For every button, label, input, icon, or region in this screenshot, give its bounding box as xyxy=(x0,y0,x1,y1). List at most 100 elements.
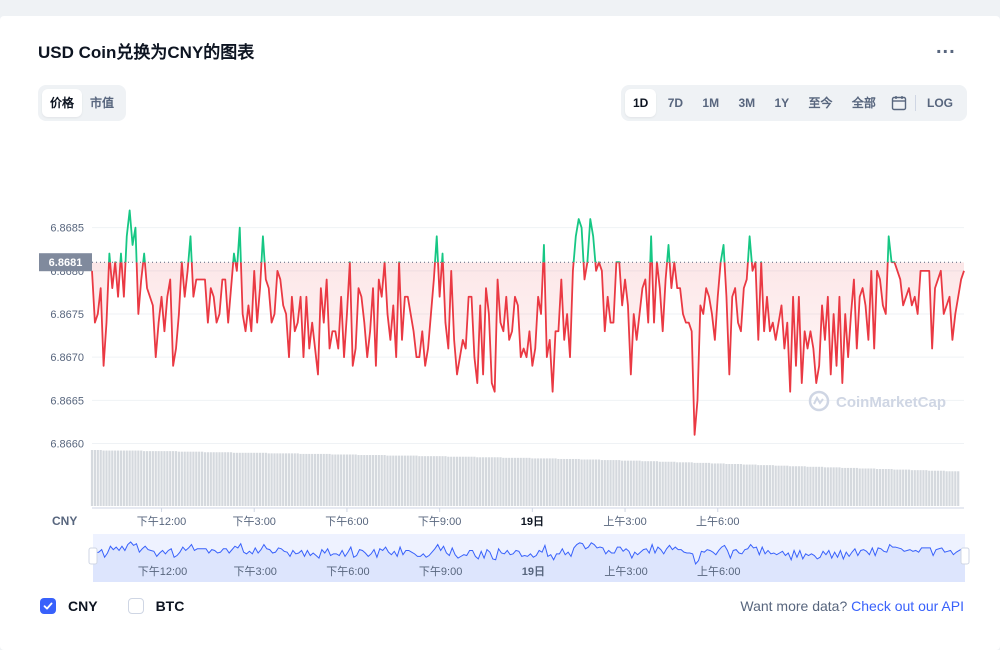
btc-checkbox[interactable] xyxy=(127,598,144,614)
volume-bar xyxy=(305,453,308,506)
volume-bar xyxy=(383,455,386,506)
baseline-marker: 6.8681 xyxy=(39,253,964,272)
volume-bar xyxy=(424,456,427,506)
volume-bar xyxy=(571,458,575,506)
volume-bar xyxy=(467,456,470,506)
volume-bar xyxy=(913,470,916,506)
volume-bar xyxy=(939,470,942,506)
volume-bar xyxy=(621,460,624,506)
volume-bar xyxy=(832,467,835,506)
volume-bar xyxy=(878,469,882,506)
volume-bar xyxy=(505,457,508,506)
volume-bar xyxy=(592,459,595,506)
volume-bar xyxy=(696,462,699,506)
volume-bar xyxy=(820,466,824,506)
volume-bar xyxy=(736,464,740,506)
volume-bar xyxy=(455,456,459,506)
volume-bar xyxy=(429,456,433,506)
calendar-icon[interactable] xyxy=(887,89,911,117)
volume-bar xyxy=(395,455,398,506)
volume-bar xyxy=(626,460,630,506)
tab-market-cap[interactable]: 市值 xyxy=(90,96,115,110)
volume-bar xyxy=(904,469,908,506)
navigator-tick-label: 19日 xyxy=(522,565,545,578)
volume-bar xyxy=(933,470,937,506)
volume-bar xyxy=(742,464,745,506)
more-data-text: Want more data? Check out our API xyxy=(740,598,964,614)
volume-bar xyxy=(458,456,462,506)
volume-bar xyxy=(768,465,772,506)
volume-bar xyxy=(748,464,751,506)
range-toggle: 1D 7D 1M 3M 1Y 至今 全部 LOG xyxy=(621,85,967,121)
volume-bar xyxy=(844,467,847,506)
volume-bar xyxy=(612,460,615,506)
volume-bar xyxy=(751,464,754,506)
range-1y[interactable]: 1Y xyxy=(774,96,790,110)
range-7d[interactable]: 7D xyxy=(667,96,684,110)
volume-bar xyxy=(432,456,435,506)
volume-bar xyxy=(258,452,262,506)
volume-bar xyxy=(867,468,870,506)
volume-bar xyxy=(852,467,856,506)
volume-bar xyxy=(676,462,679,506)
volume-bar xyxy=(635,460,638,506)
volume-bar xyxy=(563,458,566,506)
volume-bar xyxy=(160,451,163,506)
volume-bar xyxy=(554,458,557,506)
btc-legend-label: BTC xyxy=(155,598,185,614)
volume-bar xyxy=(186,451,189,506)
navigator-handle-right[interactable] xyxy=(960,547,970,565)
x-tick-label: 19日 xyxy=(521,515,544,528)
range-divider xyxy=(914,95,916,111)
volume-bar xyxy=(951,471,954,506)
range-all[interactable]: 全部 xyxy=(851,96,876,110)
volume-bar xyxy=(594,459,598,506)
x-tick-label: 下午3:00 xyxy=(233,515,276,528)
navigator-tick-label: 下午6:00 xyxy=(326,565,369,578)
volume-bar xyxy=(508,457,511,506)
volume-bar xyxy=(542,458,546,506)
more-dots-icon[interactable]: ... xyxy=(936,36,956,58)
volume-bar xyxy=(589,459,592,506)
volume-bar xyxy=(487,457,490,506)
volume-bar xyxy=(244,452,247,506)
range-navigator[interactable]: 下午12:00 下午3:00 下午6:00 下午9:00 19日 上午3:00 上午6:00 xyxy=(88,534,970,582)
volume-bar xyxy=(163,451,166,506)
range-3m[interactable]: 3M xyxy=(738,96,756,110)
volume-bar xyxy=(380,455,383,506)
log-toggle[interactable]: LOG xyxy=(926,96,953,110)
volume-bar xyxy=(209,452,212,506)
api-link[interactable]: Check out our API xyxy=(851,598,964,614)
navigator-tick-label: 下午12:00 xyxy=(138,565,188,578)
volume-bar xyxy=(256,452,259,506)
volume-bar xyxy=(603,460,606,506)
range-1d[interactable]: 1D xyxy=(625,89,657,117)
volume-bar xyxy=(658,461,661,506)
volume-bar xyxy=(539,458,543,506)
volume-bar xyxy=(829,467,832,506)
volume-bar xyxy=(360,455,363,506)
range-ytd[interactable]: 至今 xyxy=(808,96,833,110)
volume-bar xyxy=(421,456,424,506)
navigator-tick-label: 上午6:00 xyxy=(697,565,740,578)
volume-bar xyxy=(765,465,769,506)
volume-bar xyxy=(441,456,444,506)
volume-bar xyxy=(270,453,273,506)
tab-price[interactable]: 价格 xyxy=(42,89,83,117)
volume-bar xyxy=(276,453,279,506)
navigator-handle-left[interactable] xyxy=(88,547,98,565)
volume-bar xyxy=(389,455,392,506)
navigator-area xyxy=(93,542,965,582)
volume-bar xyxy=(435,456,438,506)
volume-bar xyxy=(290,453,293,506)
volume-bar xyxy=(661,461,664,506)
cny-checkbox[interactable] xyxy=(40,598,56,614)
volume-bar xyxy=(931,470,934,506)
volume-bar xyxy=(896,469,899,506)
volume-bar xyxy=(93,450,96,506)
volume-bar xyxy=(705,462,708,506)
range-1m[interactable]: 1M xyxy=(702,96,720,110)
volume-bar xyxy=(215,452,218,506)
volume-bar xyxy=(261,452,265,506)
